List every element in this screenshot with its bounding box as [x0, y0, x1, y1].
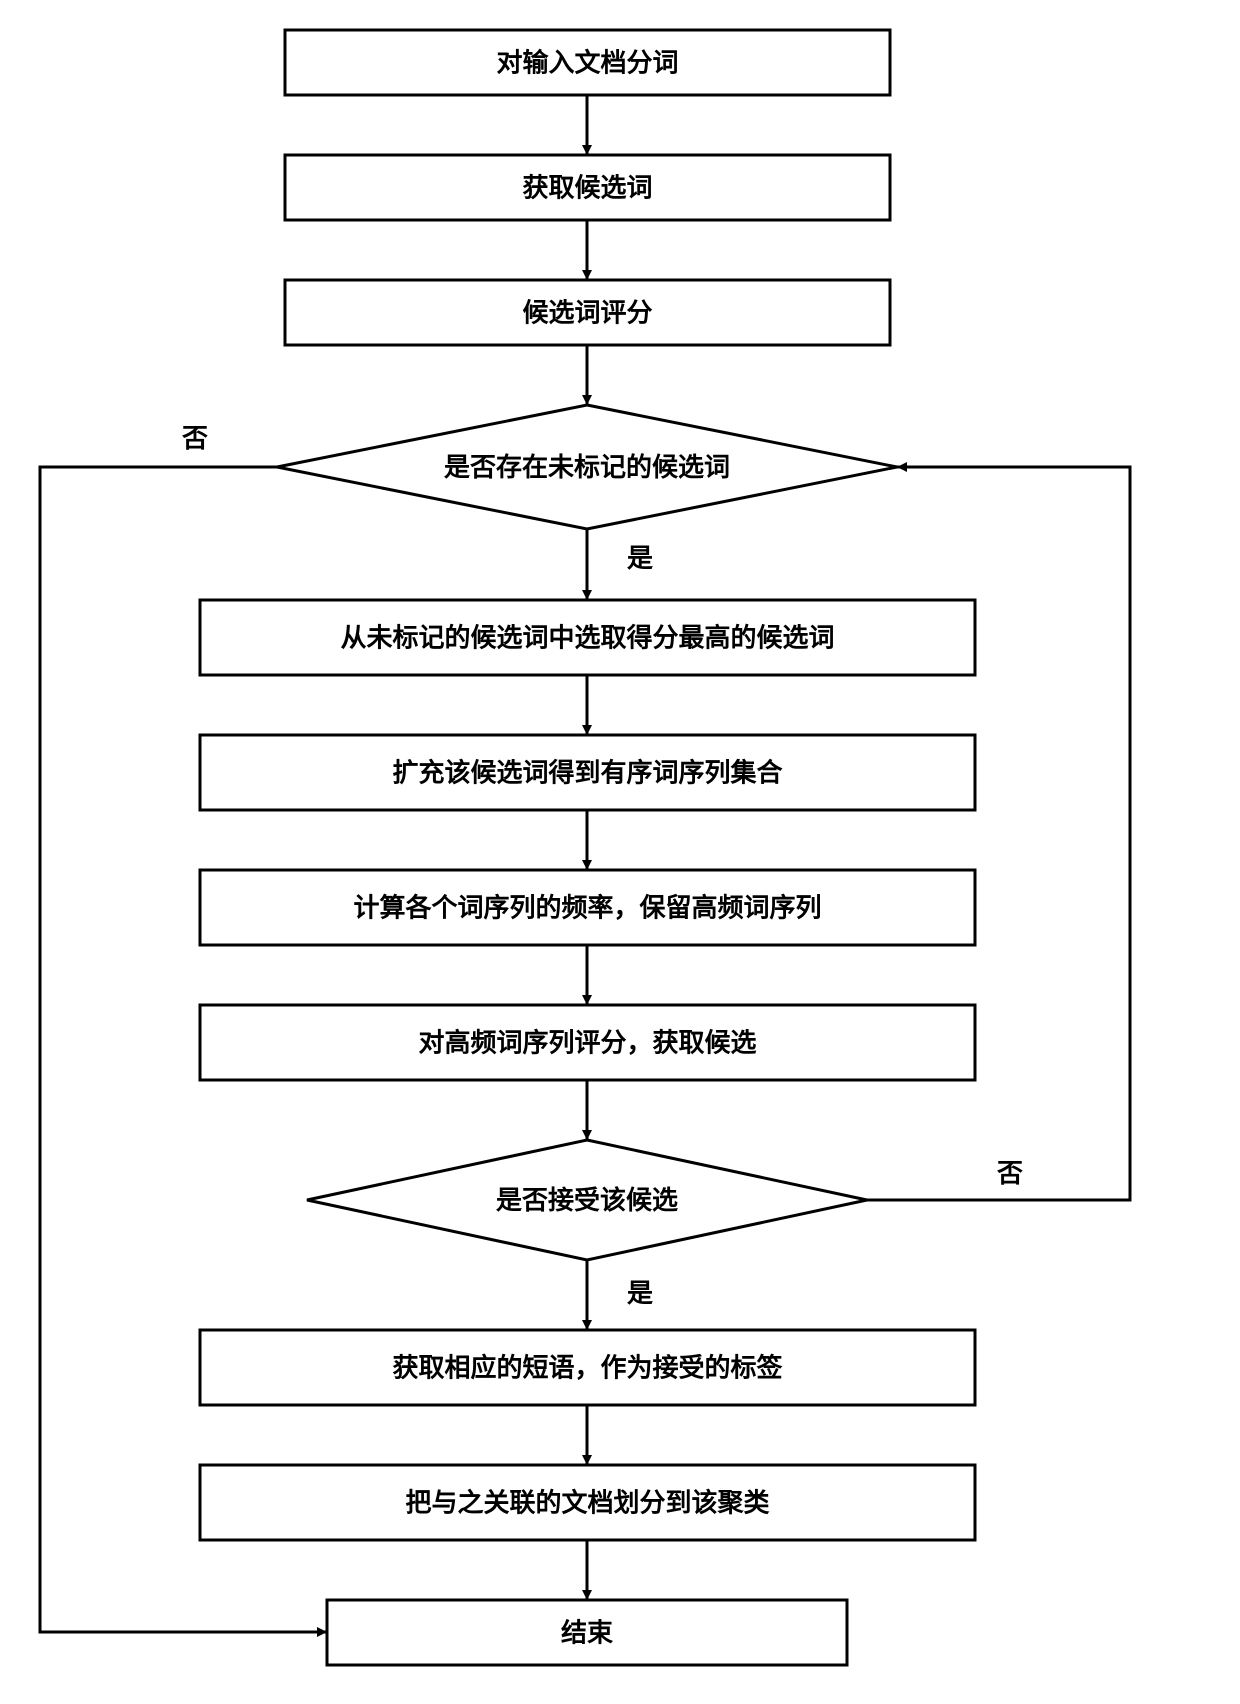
- edge: 是: [587, 1260, 653, 1330]
- edge-label: 是: [627, 543, 653, 573]
- node-label: 是否接受该候选: [496, 1185, 678, 1215]
- node-n9: 把与之关联的文档划分到该聚类: [200, 1465, 975, 1540]
- node-d1: 是否存在未标记的候选词: [277, 405, 897, 529]
- node-n10: 结束: [327, 1600, 847, 1665]
- node-n5: 扩充该候选词得到有序词序列集合: [200, 735, 975, 810]
- edge: 是: [587, 529, 653, 600]
- edge-label: 是: [627, 1278, 653, 1308]
- node-label: 是否存在未标记的候选词: [444, 452, 730, 482]
- node-label: 计算各个词序列的频率，保留高频词序列: [353, 892, 821, 922]
- node-n7: 对高频词序列评分，获取候选: [200, 1005, 975, 1080]
- node-n3: 候选词评分: [285, 280, 890, 345]
- node-label: 把与之关联的文档划分到该聚类: [405, 1487, 769, 1517]
- node-n4: 从未标记的候选词中选取得分最高的候选词: [200, 600, 975, 675]
- node-label: 对高频词序列评分，获取候选: [418, 1027, 756, 1057]
- node-label: 从未标记的候选词中选取得分最高的候选词: [340, 622, 834, 652]
- node-label: 获取候选词: [522, 172, 652, 202]
- edge: 否: [867, 467, 1130, 1200]
- node-n6: 计算各个词序列的频率，保留高频词序列: [200, 870, 975, 945]
- node-label: 候选词评分: [522, 297, 652, 327]
- node-n2: 获取候选词: [285, 155, 890, 220]
- edge-label: 否: [997, 1158, 1023, 1188]
- node-n1: 对输入文档分词: [285, 30, 890, 95]
- flowchart-canvas: 对输入文档分词获取候选词候选词评分是否存在未标记的候选词从未标记的候选词中选取得…: [0, 0, 1240, 1704]
- node-label: 扩充该候选词得到有序词序列集合: [392, 757, 783, 787]
- node-d2: 是否接受该候选: [307, 1140, 867, 1260]
- node-label: 获取相应的短语，作为接受的标签: [392, 1352, 783, 1382]
- node-label: 对输入文档分词: [496, 47, 678, 77]
- edge-label: 否: [182, 423, 208, 453]
- node-n8: 获取相应的短语，作为接受的标签: [200, 1330, 975, 1405]
- node-label: 结束: [561, 1617, 614, 1647]
